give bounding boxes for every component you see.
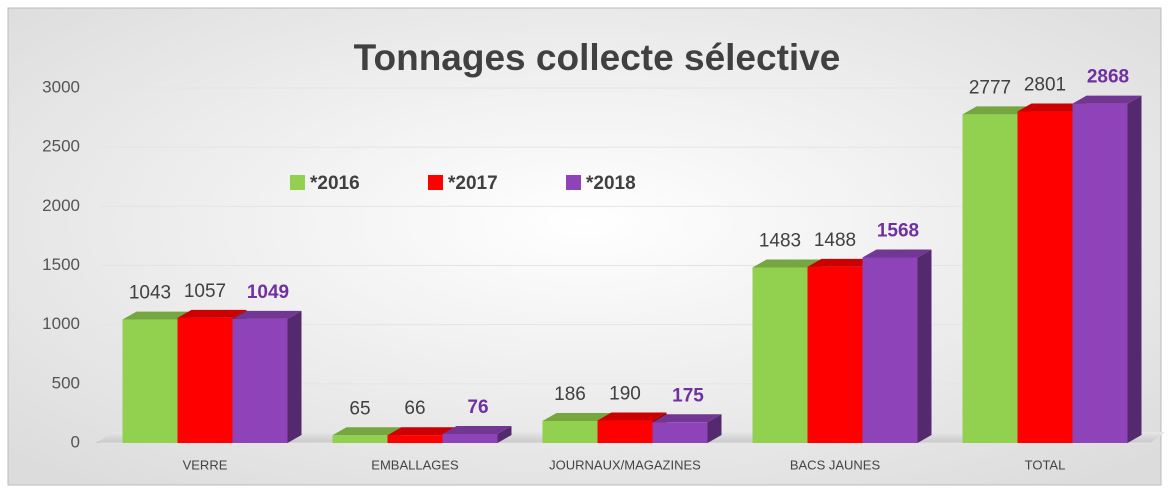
bar <box>807 266 863 443</box>
bar <box>122 319 178 443</box>
bar <box>542 420 598 443</box>
legend-label: *2017 <box>448 173 498 194</box>
legend-swatch <box>428 175 443 190</box>
x-tick-label: JOURNAUX/MAGAZINES <box>549 457 701 472</box>
value-label: 1488 <box>814 230 856 251</box>
bar <box>442 434 498 443</box>
y-tick-label: 1000 <box>42 314 80 333</box>
bar <box>597 420 653 443</box>
value-label: 1057 <box>184 281 226 302</box>
value-label: 2801 <box>1024 75 1066 96</box>
y-tick-label: 0 <box>71 432 80 451</box>
value-label: 66 <box>404 398 425 419</box>
bar-top <box>1017 103 1087 112</box>
legend-swatch <box>566 175 581 190</box>
bar-top <box>332 427 402 436</box>
bar <box>387 435 443 443</box>
legend-label: *2016 <box>310 173 360 194</box>
x-tick-label: BACS JAUNES <box>790 457 881 472</box>
bar-side <box>287 310 302 443</box>
value-label: 65 <box>349 398 370 419</box>
value-label: 2777 <box>969 77 1011 98</box>
y-tick-label: 1500 <box>42 255 80 274</box>
value-label: 1049 <box>247 282 289 303</box>
legend-swatch <box>290 175 305 190</box>
value-label: 1568 <box>877 220 919 241</box>
bar-top <box>177 309 247 318</box>
bar-top <box>752 259 822 268</box>
value-label: 190 <box>609 384 641 405</box>
bar <box>962 114 1018 443</box>
bar-top <box>232 310 302 319</box>
bar-top <box>652 414 722 423</box>
bar <box>1072 103 1128 444</box>
bar-top <box>1072 95 1142 104</box>
value-label: 2868 <box>1087 67 1129 88</box>
x-tick-label: VERRE <box>183 457 228 472</box>
y-tick-label: 500 <box>52 373 80 392</box>
bar-top <box>442 426 512 435</box>
bar-side <box>497 426 512 443</box>
bar <box>177 317 233 443</box>
y-tick-label: 2500 <box>42 137 80 156</box>
bar-top <box>387 427 457 436</box>
bar-side <box>917 249 932 443</box>
bar <box>1017 111 1073 443</box>
bar-side <box>1127 95 1142 444</box>
chart-title: Tonnages collecte sélective <box>354 37 841 78</box>
y-tick-label: 3000 <box>42 77 80 96</box>
value-label: 76 <box>467 397 488 418</box>
bar-top <box>807 258 877 267</box>
value-label: 186 <box>554 384 586 405</box>
bar <box>862 257 918 443</box>
bar-top <box>597 412 667 421</box>
bar <box>752 267 808 443</box>
y-tick-label: 2000 <box>42 196 80 215</box>
x-tick-label: TOTAL <box>1025 457 1066 472</box>
x-tick-label: EMBALLAGES <box>371 457 459 472</box>
value-label: 1043 <box>129 283 171 304</box>
bar-side <box>707 414 722 443</box>
value-label: 175 <box>672 385 704 406</box>
bar-top <box>862 249 932 258</box>
bar <box>332 435 388 443</box>
legend-label: *2018 <box>586 173 636 194</box>
bar <box>232 318 288 443</box>
value-label: 1483 <box>759 231 801 252</box>
bar-top <box>542 412 612 421</box>
bar <box>652 422 708 443</box>
bar-top <box>122 311 192 320</box>
bar-top <box>962 106 1032 115</box>
